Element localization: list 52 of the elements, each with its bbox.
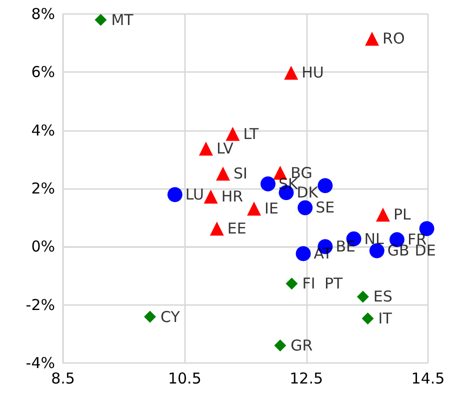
y-tick-label: 8% — [31, 5, 55, 23]
y-tick-label: -2% — [26, 296, 55, 314]
annotation: ES — [373, 288, 392, 306]
y-tick-label: 6% — [31, 63, 55, 82]
point — [296, 246, 311, 262]
point — [216, 166, 230, 181]
y-tick-label: 2% — [31, 180, 55, 198]
point — [362, 312, 374, 325]
point — [274, 340, 286, 352]
x-tick-label: 8.5 — [51, 370, 75, 388]
annotation: FI — [302, 274, 316, 293]
point — [318, 178, 333, 194]
point — [298, 200, 313, 216]
point — [226, 126, 240, 141]
point — [286, 278, 298, 290]
point — [365, 32, 380, 46]
annotation: CY — [160, 308, 181, 326]
point — [210, 222, 224, 236]
y-tick-label: 0% — [31, 238, 55, 256]
annotation: BE — [336, 238, 356, 256]
annotation: MT — [111, 10, 134, 29]
annotation: PL — [393, 206, 412, 224]
point — [94, 14, 107, 26]
annotation: RO — [382, 30, 405, 48]
point — [247, 202, 262, 216]
point — [369, 243, 384, 258]
point — [356, 290, 369, 303]
annotation: HU — [302, 64, 324, 82]
annotation: GB — [387, 242, 410, 260]
annotation: IE — [264, 200, 278, 218]
annotation: EE — [227, 220, 246, 238]
annotation: GR — [290, 336, 313, 355]
annotation: SI — [233, 164, 248, 183]
x-tick-label: 14.5 — [411, 370, 445, 388]
point — [260, 176, 276, 192]
point — [198, 142, 213, 156]
point — [204, 190, 218, 204]
annotation: LT — [243, 124, 260, 143]
annotation: IT — [378, 310, 393, 328]
annotation: HR — [221, 188, 244, 206]
x-tick-label: 10.5 — [168, 370, 202, 388]
x-tick-label: 12.5 — [290, 370, 324, 388]
y-tick-label: 4% — [31, 121, 55, 140]
point — [284, 66, 298, 80]
annotation: LU — [185, 186, 204, 204]
point — [167, 187, 182, 202]
annotation: PT — [324, 274, 344, 293]
annotation: NL — [364, 230, 385, 248]
point — [376, 208, 390, 222]
annotation: LV — [216, 140, 234, 158]
point — [144, 310, 156, 323]
y-tick-label: -4% — [26, 354, 55, 372]
